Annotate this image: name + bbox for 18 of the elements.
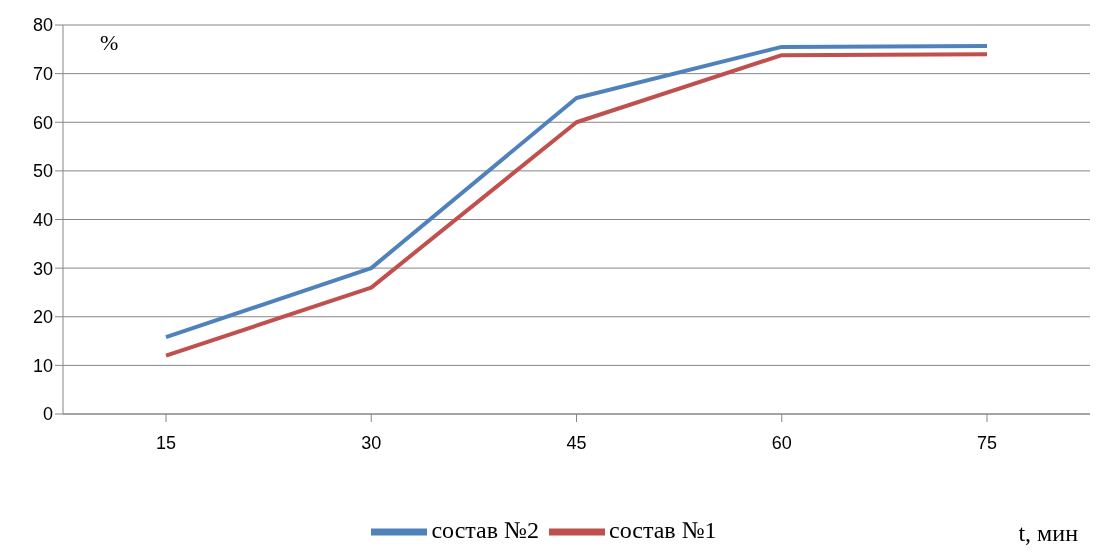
y-tick-label: 10 (32, 355, 53, 376)
x-tick-label: 30 (361, 432, 382, 453)
x-tick-label: 60 (771, 432, 792, 453)
x-axis-title: t, мин (1018, 520, 1078, 547)
y-tick-label: 20 (32, 307, 53, 328)
legend-label: состав №2 (431, 516, 539, 543)
y-tick-label: 70 (32, 64, 53, 85)
y-tick-label: 50 (32, 161, 53, 182)
x-tick-label: 45 (566, 432, 587, 453)
x-tick-label: 75 (976, 432, 998, 453)
y-tick-label: 80 (32, 15, 53, 36)
y-axis-title: % (100, 30, 119, 56)
x-tick-label: 15 (155, 432, 177, 453)
legend-label: состав №1 (609, 516, 717, 543)
y-tick-label: 30 (32, 258, 53, 279)
y-tick-label: 40 (32, 209, 53, 230)
y-tick-label: 0 (42, 404, 53, 425)
y-tick-label: 60 (32, 112, 53, 133)
